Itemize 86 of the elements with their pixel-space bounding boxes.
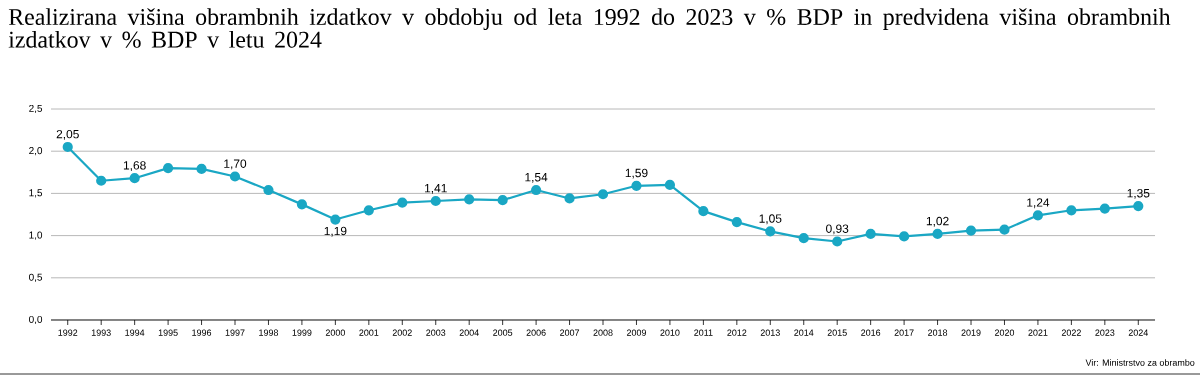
x-tick-label: 1995 bbox=[158, 329, 178, 336]
point bbox=[464, 194, 475, 205]
point bbox=[932, 228, 943, 240]
point bbox=[129, 173, 140, 184]
x-tick-label: 1999 bbox=[292, 329, 312, 336]
point bbox=[1133, 200, 1144, 212]
point bbox=[999, 224, 1010, 235]
x-tick-label: 1997 bbox=[225, 329, 245, 336]
text: Vir: Ministrstvo za obrambo bbox=[1085, 359, 1195, 366]
point bbox=[1066, 205, 1077, 216]
x-tick-label: 2000 bbox=[325, 329, 345, 336]
data-label: 1,59 bbox=[625, 168, 648, 179]
point bbox=[664, 179, 676, 191]
x-tick-label: 2015 bbox=[827, 329, 847, 336]
point bbox=[163, 162, 174, 174]
x-tick-label: 2007 bbox=[560, 329, 580, 336]
point bbox=[698, 206, 709, 217]
point bbox=[330, 214, 341, 225]
x-tick-label: 2013 bbox=[760, 329, 780, 336]
y-tick-label: 0,5 bbox=[29, 273, 43, 282]
data-label: 1,02 bbox=[926, 216, 949, 227]
point bbox=[229, 171, 241, 182]
x-tick-label: 2016 bbox=[861, 329, 881, 336]
point bbox=[96, 175, 107, 186]
point bbox=[62, 141, 73, 153]
x-tick-label: 1992 bbox=[58, 329, 78, 336]
data-label: 0,93 bbox=[826, 224, 849, 235]
x-tick-label: 2022 bbox=[1061, 329, 1081, 336]
data-label: 1,41 bbox=[425, 184, 447, 194]
point bbox=[798, 233, 809, 244]
point bbox=[1099, 203, 1110, 214]
x-tick-label: 2012 bbox=[727, 329, 747, 336]
y-tick-label: 1,5 bbox=[29, 189, 43, 198]
point bbox=[497, 195, 508, 206]
data-label: 1,68 bbox=[123, 161, 146, 172]
data-label: 1,70 bbox=[224, 159, 247, 170]
point bbox=[263, 184, 274, 196]
point bbox=[965, 225, 977, 236]
x-tick-label: 2014 bbox=[794, 329, 814, 336]
y-tick-label: 2,0 bbox=[29, 147, 43, 156]
point bbox=[1032, 210, 1044, 221]
point bbox=[196, 163, 207, 175]
point bbox=[296, 199, 308, 210]
y-tick-label: 2,5 bbox=[29, 104, 43, 114]
x-tick-label: 2009 bbox=[626, 329, 647, 336]
x-tick-label: 2010 bbox=[660, 329, 680, 336]
x-tick-label: 2002 bbox=[392, 329, 412, 336]
y-tick-label: 1,0 bbox=[29, 231, 43, 240]
data-label: 1,05 bbox=[759, 214, 782, 225]
x-tick-label: 2006 bbox=[526, 329, 546, 336]
chart-title: Realizirana višina obrambnih izdatkov v obdobju od leta 1992 do 2023 v % BDP in predvidena višina obrambnih izdatkov v % BDP v letu 2024 bbox=[8, 8, 1171, 48]
point bbox=[731, 216, 742, 228]
point bbox=[430, 195, 441, 207]
x-tick-label: 2011 bbox=[694, 329, 713, 336]
data-label: 2,05 bbox=[56, 129, 79, 140]
x-tick-label: 2004 bbox=[459, 329, 479, 336]
point bbox=[531, 184, 542, 196]
x-tick-label: 2018 bbox=[928, 329, 948, 336]
point bbox=[631, 180, 642, 191]
x-tick-label: 2021 bbox=[1028, 329, 1048, 336]
x-tick-label: 1998 bbox=[259, 329, 279, 336]
x-tick-label: 2001 bbox=[359, 329, 379, 336]
x-tick-label: 2020 bbox=[994, 329, 1015, 336]
point bbox=[832, 236, 843, 247]
point bbox=[564, 193, 575, 204]
point bbox=[865, 228, 876, 240]
point bbox=[597, 189, 609, 200]
x-tick-label: 2003 bbox=[426, 329, 446, 336]
x-tick-label: 2005 bbox=[493, 329, 513, 336]
data-label: 1,35 bbox=[1127, 188, 1150, 199]
x-tick-label: 2008 bbox=[593, 329, 613, 336]
x-tick-label: 1993 bbox=[91, 329, 111, 336]
y-tick-label: 0,0 bbox=[29, 315, 43, 325]
point bbox=[397, 197, 408, 208]
point bbox=[899, 231, 910, 242]
data-label: 1,54 bbox=[525, 173, 548, 183]
x-tick-label: 2024 bbox=[1128, 329, 1148, 336]
data-label: 1,19 bbox=[324, 226, 347, 237]
x-tick-label: 2023 bbox=[1095, 329, 1115, 336]
x-tick-label: 2019 bbox=[961, 329, 981, 336]
x-tick-label: 1994 bbox=[125, 329, 145, 336]
data-label: 1,24 bbox=[1027, 198, 1050, 209]
point bbox=[765, 226, 776, 237]
x-tick-label: 2017 bbox=[894, 329, 914, 336]
x-tick-label: 1996 bbox=[192, 329, 212, 336]
point bbox=[363, 205, 374, 216]
